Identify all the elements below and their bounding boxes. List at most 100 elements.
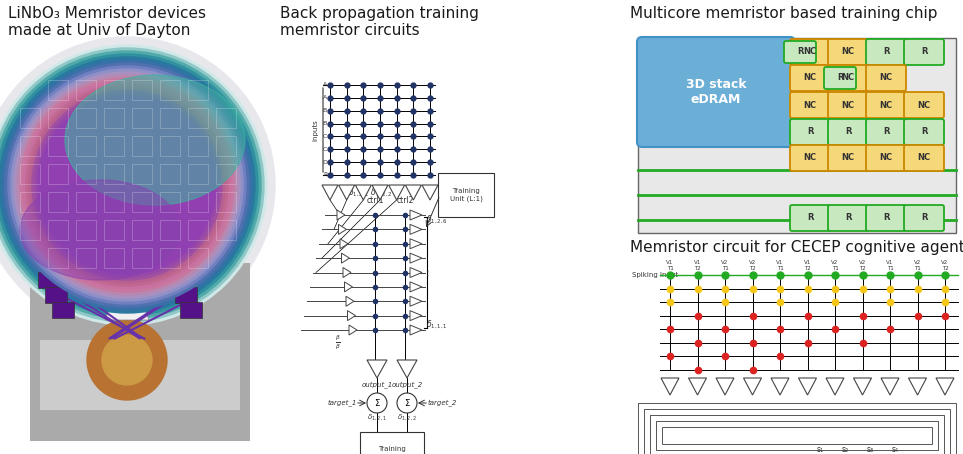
FancyBboxPatch shape	[637, 37, 795, 147]
FancyBboxPatch shape	[30, 263, 250, 441]
FancyBboxPatch shape	[790, 39, 830, 65]
Text: NC: NC	[803, 153, 817, 163]
Text: V2
T1: V2 T1	[831, 260, 839, 271]
FancyBboxPatch shape	[824, 67, 856, 89]
FancyBboxPatch shape	[866, 205, 906, 231]
Text: NC: NC	[803, 74, 817, 83]
FancyBboxPatch shape	[170, 272, 192, 288]
Circle shape	[20, 78, 234, 292]
Text: NC: NC	[842, 48, 854, 56]
FancyBboxPatch shape	[790, 65, 830, 91]
FancyBboxPatch shape	[904, 205, 944, 231]
Text: $\frac{\beta}{\beta}$: $\frac{\beta}{\beta}$	[335, 334, 341, 352]
Text: NC: NC	[842, 153, 854, 163]
Polygon shape	[349, 325, 357, 335]
Circle shape	[0, 51, 261, 319]
Text: A: A	[323, 95, 327, 100]
Circle shape	[23, 81, 231, 289]
FancyBboxPatch shape	[828, 119, 868, 145]
Text: V2
T2: V2 T2	[749, 260, 756, 271]
Circle shape	[35, 93, 219, 277]
FancyBboxPatch shape	[904, 145, 944, 171]
FancyBboxPatch shape	[790, 205, 830, 231]
Text: s₃: s₃	[867, 445, 873, 454]
Text: output_1: output_1	[361, 381, 393, 388]
Text: R: R	[845, 128, 851, 137]
Polygon shape	[689, 378, 707, 395]
Circle shape	[2, 60, 252, 310]
Text: Training
Unit (L:2): Training Unit (L:2)	[376, 446, 408, 454]
FancyBboxPatch shape	[175, 287, 197, 303]
Ellipse shape	[65, 75, 245, 205]
FancyBboxPatch shape	[828, 205, 868, 231]
Text: NC: NC	[918, 153, 930, 163]
Text: $\Sigma$: $\Sigma$	[403, 398, 410, 409]
FancyBboxPatch shape	[790, 145, 830, 171]
Polygon shape	[372, 185, 388, 200]
Circle shape	[38, 96, 216, 274]
Circle shape	[397, 393, 417, 413]
FancyBboxPatch shape	[45, 287, 67, 303]
Ellipse shape	[20, 180, 180, 280]
Polygon shape	[397, 360, 417, 378]
Circle shape	[0, 48, 264, 322]
Text: V1
T2: V1 T2	[804, 260, 811, 271]
Polygon shape	[410, 311, 422, 321]
Polygon shape	[661, 378, 679, 395]
Text: target_2: target_2	[428, 400, 456, 406]
Text: R: R	[921, 48, 927, 56]
Circle shape	[29, 87, 225, 283]
Polygon shape	[410, 253, 422, 263]
Circle shape	[17, 75, 237, 295]
Text: NC: NC	[842, 74, 854, 83]
FancyBboxPatch shape	[904, 92, 944, 118]
Text: R: R	[883, 128, 889, 137]
Polygon shape	[348, 311, 355, 321]
Polygon shape	[389, 185, 404, 200]
FancyBboxPatch shape	[790, 119, 830, 145]
FancyBboxPatch shape	[438, 173, 494, 217]
Text: $\delta_{1,2,2}$: $\delta_{1,2,2}$	[397, 413, 417, 422]
Circle shape	[11, 69, 243, 301]
Text: s₂: s₂	[842, 445, 848, 454]
FancyBboxPatch shape	[784, 41, 816, 63]
Polygon shape	[346, 296, 354, 306]
FancyBboxPatch shape	[828, 145, 868, 171]
FancyBboxPatch shape	[40, 340, 240, 410]
FancyBboxPatch shape	[866, 65, 906, 91]
Polygon shape	[881, 378, 899, 395]
Text: V2
T2: V2 T2	[859, 260, 866, 271]
Text: NC: NC	[879, 74, 893, 83]
Text: NC: NC	[918, 100, 930, 109]
Text: Training
Unit (L:1): Training Unit (L:1)	[450, 188, 482, 202]
Polygon shape	[410, 325, 422, 335]
Text: R: R	[807, 128, 813, 137]
Text: Memristor circuit for CECEP cognitive agent: Memristor circuit for CECEP cognitive ag…	[630, 240, 963, 255]
Text: NC: NC	[803, 48, 817, 56]
Text: $\delta_{1,2,6}$: $\delta_{1,2,6}$	[426, 214, 448, 226]
Polygon shape	[410, 267, 422, 277]
Polygon shape	[355, 185, 372, 200]
Circle shape	[14, 72, 240, 298]
Text: output_2: output_2	[391, 381, 423, 388]
FancyBboxPatch shape	[360, 432, 424, 454]
Polygon shape	[405, 185, 422, 200]
Polygon shape	[826, 378, 844, 395]
Text: V2
T1: V2 T1	[914, 260, 922, 271]
Text: $\delta_{1,2,1}$: $\delta_{1,2,1}$	[367, 413, 387, 422]
Text: NC: NC	[842, 100, 854, 109]
Text: Spiking Input: Spiking Input	[632, 272, 678, 278]
FancyBboxPatch shape	[828, 65, 868, 91]
Text: LiNbO₃ Memristor devices
made at Univ of Dayton: LiNbO₃ Memristor devices made at Univ of…	[8, 6, 206, 39]
Polygon shape	[410, 224, 422, 234]
Polygon shape	[422, 185, 438, 200]
Circle shape	[8, 66, 246, 304]
Text: ctrl2: ctrl2	[396, 196, 414, 205]
Polygon shape	[367, 360, 387, 378]
FancyBboxPatch shape	[866, 145, 906, 171]
Text: V1
T1: V1 T1	[666, 260, 674, 271]
Text: R: R	[883, 48, 889, 56]
Circle shape	[0, 45, 267, 325]
Polygon shape	[410, 239, 422, 249]
FancyBboxPatch shape	[828, 92, 868, 118]
